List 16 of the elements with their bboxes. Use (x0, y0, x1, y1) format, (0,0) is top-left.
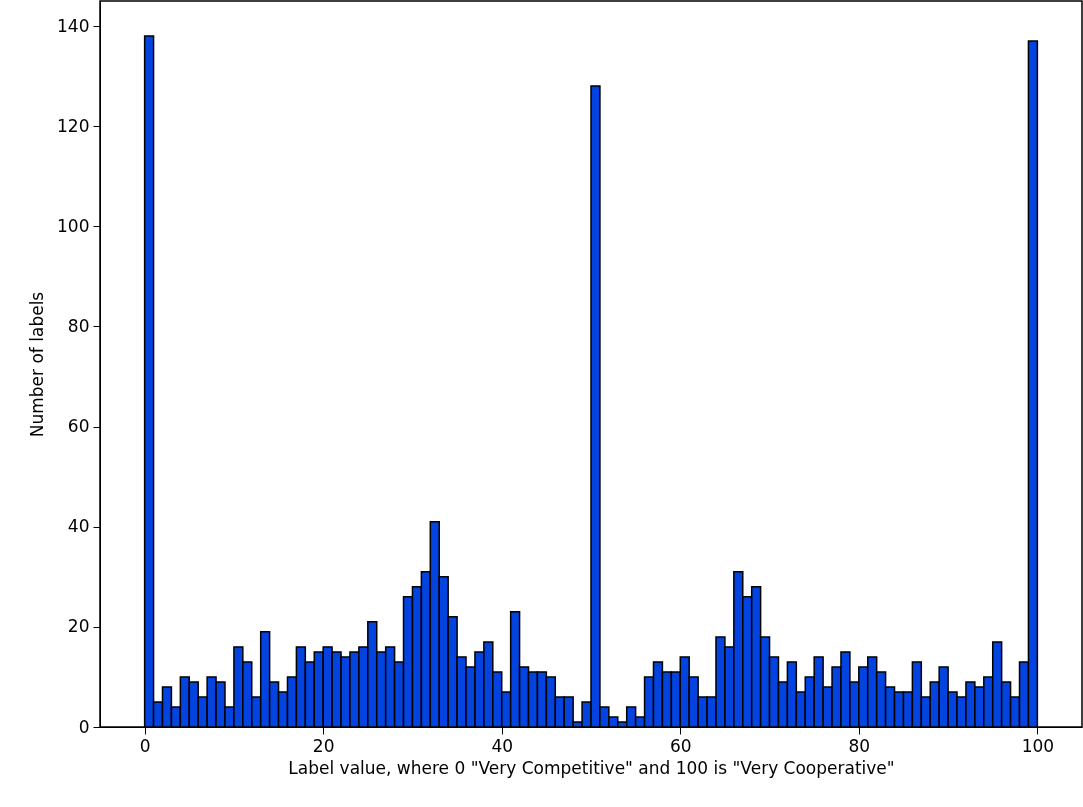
x-tick-label: 40 (491, 735, 514, 756)
x-tick-label: 100 (1021, 735, 1055, 756)
y-tick-label: 60 (67, 416, 90, 437)
y-tick-label: 20 (67, 616, 90, 637)
x-tick-label: 20 (312, 735, 335, 756)
y-tick-label: 100 (57, 215, 90, 236)
x-tick-label: 60 (669, 735, 692, 756)
x-axis-title: Label value, where 0 "Very Competitive" and 100 is "Very Cooperative" (288, 757, 895, 778)
x-tick-label: 0 (139, 735, 151, 756)
x-tick-label: 80 (848, 735, 871, 756)
y-tick-label: 0 (78, 716, 90, 737)
y-tick-label: 40 (67, 516, 90, 537)
y-axis-title: Number of labels (27, 291, 48, 438)
y-tick-label: 140 (57, 15, 90, 36)
y-tick-label: 80 (67, 315, 90, 336)
y-tick-label: 120 (57, 115, 90, 136)
